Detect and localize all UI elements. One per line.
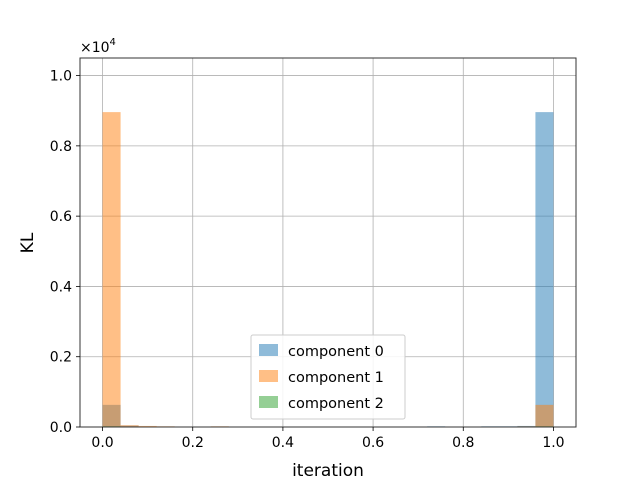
y-axis-ticks: 0.0 0.2 0.4 0.6 0.8 1.0: [50, 69, 80, 436]
x-tick-label: 0.4: [272, 435, 294, 451]
bars: [102, 112, 554, 428]
y-tick-label: 0.0: [50, 420, 72, 436]
y-tick-label: 1.0: [50, 69, 72, 85]
y-tick-label: 0.6: [50, 209, 72, 225]
bar-component-1-bin-2: [138, 425, 157, 427]
legend-label: component 0: [288, 344, 384, 360]
y-axis-label: KL: [18, 232, 38, 253]
legend-label: component 2: [288, 396, 384, 412]
x-axis-ticks: 0.0 0.2 0.4 0.6 0.8 1.0: [91, 427, 565, 451]
y-tick-label: 0.8: [50, 139, 72, 155]
x-tick-label: 0.6: [362, 435, 384, 451]
x-tick-label: 0.8: [452, 435, 474, 451]
x-tick-label: 0.2: [182, 435, 204, 451]
bar-component-1-bin-0: [102, 112, 121, 428]
legend: component 0 component 1 component 2: [250, 334, 406, 420]
legend-label: component 1: [288, 370, 384, 386]
bar-component-1-bin-24: [535, 404, 554, 427]
bar-component-0-bin-24: [535, 112, 554, 428]
legend-swatch: [259, 396, 278, 408]
legend-swatch: [259, 370, 278, 382]
legend-swatch: [259, 344, 278, 356]
legend-box: [250, 334, 406, 420]
y-axis-scale-label: ×104: [80, 37, 116, 56]
y-tick-label: 0.2: [50, 350, 72, 366]
x-axis-label: iteration: [292, 461, 364, 480]
y-tick-label: 0.4: [50, 279, 72, 295]
plot-frame: [79, 57, 577, 428]
x-tick-label: 1.0: [542, 435, 564, 451]
bar-component-1-bin-1: [120, 425, 139, 427]
y-axis-scale-exponent: 4: [110, 37, 116, 48]
x-tick-label: 0.0: [91, 435, 113, 451]
